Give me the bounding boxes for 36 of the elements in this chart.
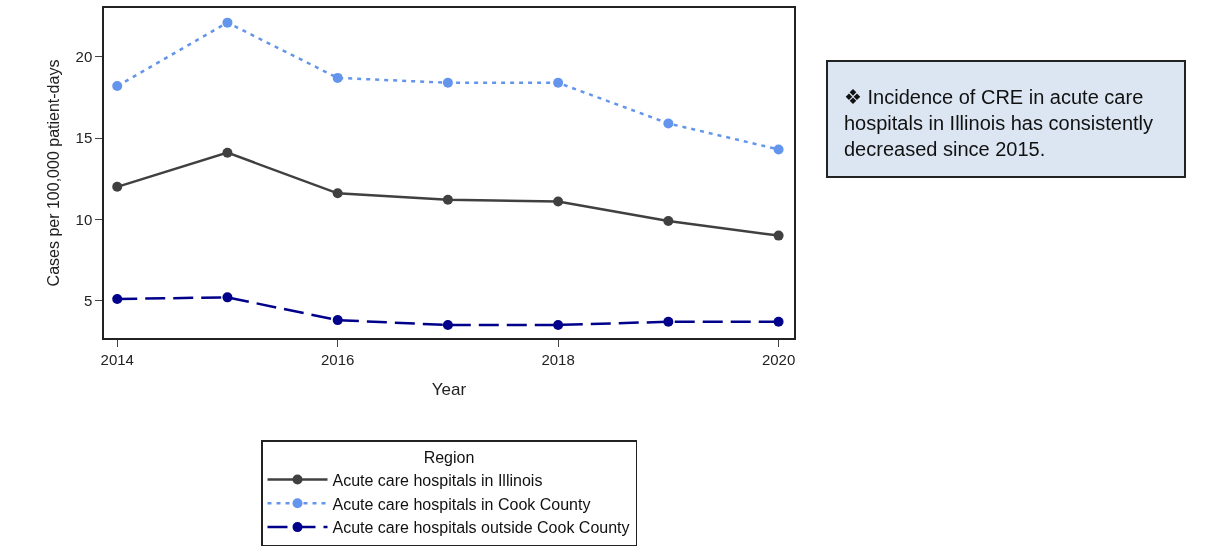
point — [332, 188, 343, 199]
point — [663, 118, 674, 129]
point — [553, 320, 564, 330]
point — [553, 196, 564, 207]
point — [773, 316, 784, 327]
point — [332, 315, 343, 326]
legend-title: Region — [423, 448, 475, 466]
x-axis-title: Year — [431, 379, 467, 399]
x-tick-label: 2014 — [100, 350, 134, 368]
point — [332, 72, 343, 83]
point — [222, 292, 233, 303]
point — [773, 230, 784, 241]
y-axis-title: Cases per 100,000 patient-days — [44, 59, 62, 287]
point — [663, 215, 674, 226]
point — [112, 181, 123, 192]
y-tick-label: 20 — [75, 48, 93, 66]
point — [112, 81, 123, 92]
legend-label: Acute care hospitals in Cook County — [332, 495, 591, 513]
point — [442, 77, 453, 88]
point — [773, 144, 784, 155]
point — [442, 194, 453, 205]
x-tick-label: 2018 — [541, 350, 575, 368]
y-tick-label: 5 — [83, 291, 93, 309]
legend-label: Acute care hospitals in Illinois — [332, 471, 543, 489]
point — [222, 17, 233, 28]
x-tick-label: 2016 — [320, 350, 355, 368]
point — [112, 293, 123, 304]
text: ❖ Incidence of CRE in acute care hospitals in Illinois has consistently decreased since 2015. — [826, 60, 1186, 178]
point — [553, 77, 564, 88]
point — [442, 320, 453, 330]
y-tick-label: 15 — [75, 129, 93, 147]
legend-label: Acute care hospitals outside Cook County — [332, 519, 630, 537]
y-tick-label: 10 — [75, 210, 93, 228]
x-tick-label: 2020 — [761, 350, 796, 368]
point — [663, 316, 674, 327]
point — [222, 147, 233, 158]
